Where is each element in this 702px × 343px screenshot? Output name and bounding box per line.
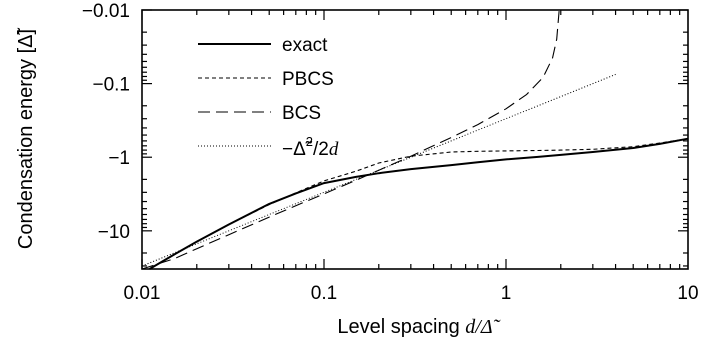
x-axis-title-prefix: Level spacing bbox=[337, 316, 465, 338]
legend-asymptote-prefix: −Δ̃ bbox=[282, 139, 313, 160]
y-tick-label: −10 bbox=[98, 222, 130, 243]
x-axis-ticks: 0.01 0.1 1 10 bbox=[124, 10, 699, 304]
series-line-asymptote bbox=[141, 73, 616, 267]
legend-label-asymptote: −Δ̃2/2d bbox=[282, 134, 339, 160]
legend-label-bcs: BCS bbox=[282, 103, 321, 124]
y-axis-title: Condensation energy [Δ̃] bbox=[15, 27, 37, 249]
legend-asymptote-suffix: /2 bbox=[313, 139, 329, 160]
legend-label-exact: exact bbox=[282, 35, 328, 56]
legend-asymptote-var: d bbox=[329, 139, 339, 160]
x-axis-title-var: d/Δ̃ bbox=[465, 316, 500, 338]
y-axis-ticks: −0.01 −0.1 −1 −10 bbox=[82, 1, 688, 267]
x-tick-label: 0.1 bbox=[311, 283, 337, 304]
y-tick-label: −0.01 bbox=[82, 1, 130, 22]
x-tick-label: 10 bbox=[677, 283, 698, 304]
y-tick-label: −1 bbox=[108, 148, 130, 169]
y-tick-label: −0.1 bbox=[92, 75, 130, 96]
series-line-exact bbox=[148, 137, 689, 270]
x-axis-title: Level spacing d/Δ̃ bbox=[337, 316, 500, 338]
legend: exact PBCS BCS −Δ̃2/2d bbox=[198, 35, 339, 160]
x-tick-label: 0.01 bbox=[124, 283, 161, 304]
legend-asymptote-sup: 2 bbox=[306, 134, 313, 149]
series-layer bbox=[141, 9, 689, 270]
x-tick-label: 1 bbox=[501, 283, 512, 304]
plot-frame bbox=[141, 9, 689, 270]
series-line-pbcs bbox=[149, 138, 689, 270]
legend-label-pbcs: PBCS bbox=[282, 69, 334, 90]
series-line-bcs bbox=[141, 9, 560, 270]
